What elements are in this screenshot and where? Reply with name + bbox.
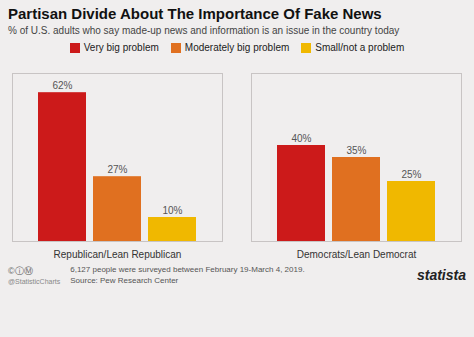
html-text:Very big problem: Very big problem: [83, 42, 159, 53]
html-text:6,127 people were surveyed bet: 6,127 people were surveyed between Febru…: [70, 265, 305, 274]
html-text:Source: Pew Research Center: Source: Pew Research Center: [70, 276, 179, 285]
svg-text:25%: 25%: [401, 169, 421, 180]
html-text:Moderately big problem: Moderately big problem: [184, 42, 290, 53]
svg-text:Republican/Lean Republican: Republican/Lean Republican: [54, 249, 182, 260]
svg-text:10%: 10%: [162, 205, 182, 216]
html-text:statista: statista: [417, 267, 466, 283]
svg-text:62%: 62%: [52, 80, 72, 91]
svg-text:Democrats/Lean Democrat: Democrats/Lean Democrat: [297, 249, 417, 260]
html-text:% of U.S. adults who say made-: % of U.S. adults who say made-up news an…: [8, 25, 400, 36]
svg-text:40%: 40%: [291, 133, 311, 144]
html-text:Small/not a problem: Small/not a problem: [315, 42, 405, 53]
html-text:@StatisticCharts: @StatisticCharts: [8, 278, 61, 285]
html-text:Partisan Divide About The Impo: Partisan Divide About The Importance Of …: [8, 5, 382, 22]
svg-text:35%: 35%: [346, 145, 366, 156]
svg-text:27%: 27%: [107, 164, 127, 175]
